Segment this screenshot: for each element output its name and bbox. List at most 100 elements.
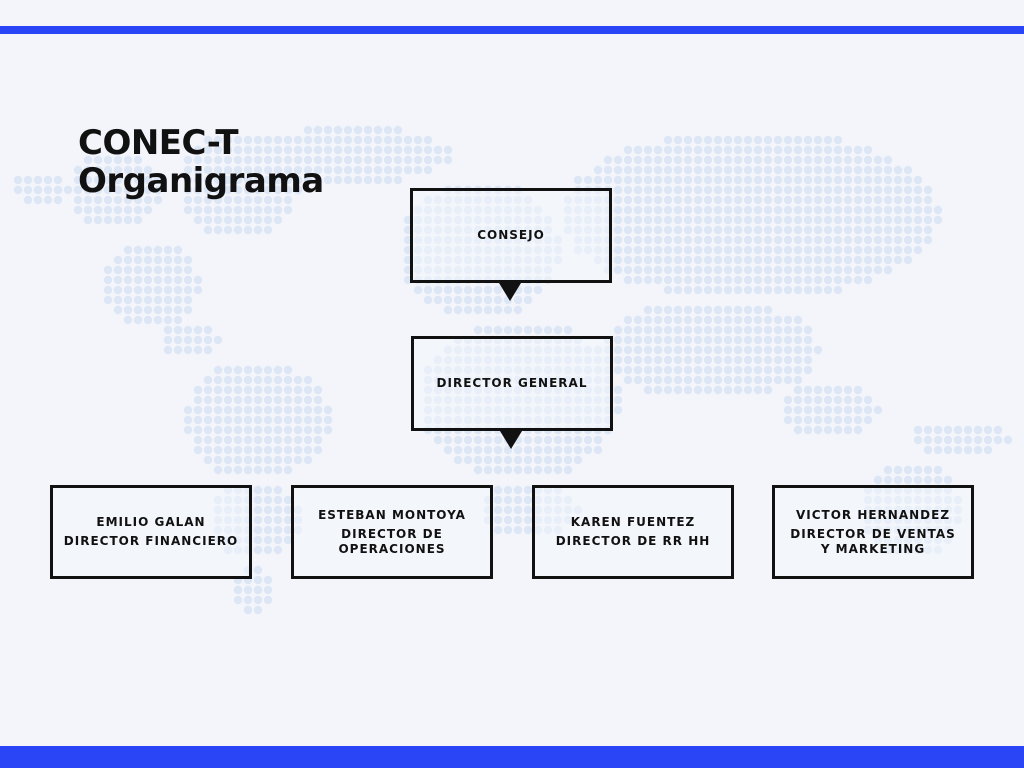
map-dot [243, 445, 253, 455]
map-dot [413, 165, 423, 175]
map-dot [233, 135, 243, 145]
map-dot [463, 295, 473, 305]
map-dot [833, 135, 843, 145]
map-dot [233, 185, 243, 195]
map-dot [843, 185, 853, 195]
map-dot [523, 485, 533, 495]
map-dot [353, 155, 363, 165]
map-dot [763, 185, 773, 195]
map-dot [643, 305, 653, 315]
map-dot [793, 285, 803, 295]
map-dot [113, 295, 123, 305]
map-dot [703, 225, 713, 235]
map-dot [83, 215, 93, 225]
map-dot [283, 495, 293, 505]
map-dot [723, 205, 733, 215]
page-title: CONEC-T Organigrama [78, 124, 324, 200]
map-dot [233, 175, 243, 185]
map-dot [813, 415, 823, 425]
map-dot [833, 265, 843, 275]
map-dot [293, 155, 303, 165]
map-dot [863, 205, 873, 215]
map-dot [363, 155, 373, 165]
map-dot [263, 165, 273, 175]
map-dot [293, 185, 303, 195]
map-dot [213, 365, 223, 375]
map-dot [233, 365, 243, 375]
map-dot [523, 525, 533, 535]
map-dot [583, 175, 593, 185]
map-dot [643, 235, 653, 245]
map-dot [923, 435, 933, 445]
map-dot [263, 365, 273, 375]
map-dot [863, 415, 873, 425]
map-dot [743, 355, 753, 365]
map-dot [123, 175, 133, 185]
map-dot [133, 295, 143, 305]
map-dot [503, 485, 513, 495]
map-dot [703, 305, 713, 315]
map-dot [713, 385, 723, 395]
map-dot [313, 425, 323, 435]
map-dot [433, 145, 443, 155]
map-dot [783, 235, 793, 245]
map-dot [153, 195, 163, 205]
map-dot [713, 225, 723, 235]
map-dot [83, 155, 93, 165]
map-dot [683, 365, 693, 375]
map-dot [193, 145, 203, 155]
map-dot [663, 335, 673, 345]
map-dot [803, 255, 813, 265]
map-dot [853, 395, 863, 405]
map-dot [703, 215, 713, 225]
map-dot [363, 175, 373, 185]
map-dot [113, 185, 123, 195]
map-dot [513, 495, 523, 505]
map-dot [683, 215, 693, 225]
map-dot [833, 205, 843, 215]
map-dot [463, 445, 473, 455]
node-name: VICTOR HERNANDEZ [795, 507, 951, 522]
map-dot [873, 185, 883, 195]
map-dot [653, 205, 663, 215]
map-dot [163, 315, 173, 325]
map-dot [303, 435, 313, 445]
map-dot [93, 165, 103, 175]
map-dot [223, 375, 233, 385]
map-dot [163, 285, 173, 295]
map-dot [763, 325, 773, 335]
map-dot [83, 205, 93, 215]
map-dot [273, 545, 283, 555]
map-dot [703, 255, 713, 265]
map-dot [853, 175, 863, 185]
map-dot [133, 215, 143, 225]
map-dot [973, 435, 983, 445]
map-dot [203, 135, 213, 145]
map-dot [783, 245, 793, 255]
map-dot [623, 325, 633, 335]
map-dot [803, 395, 813, 405]
map-dot [673, 375, 683, 385]
map-dot [743, 305, 753, 315]
map-dot [353, 175, 363, 185]
map-dot [273, 375, 283, 385]
map-dot [623, 205, 633, 215]
map-dot [263, 465, 273, 475]
map-dot [213, 145, 223, 155]
map-dot [253, 145, 263, 155]
map-dot [673, 335, 683, 345]
map-dot [243, 155, 253, 165]
map-dot [233, 455, 243, 465]
map-dot [893, 175, 903, 185]
map-dot [883, 245, 893, 255]
map-dot [773, 195, 783, 205]
map-dot [673, 255, 683, 265]
map-dot [523, 325, 533, 335]
map-dot [903, 465, 913, 475]
map-dot [43, 175, 53, 185]
node-director-ventas: VICTOR HERNANDEZ DIRECTOR DE VENTAS Y MA… [772, 485, 974, 579]
map-dot [793, 315, 803, 325]
map-dot [883, 235, 893, 245]
map-dot [393, 155, 403, 165]
map-dot [953, 445, 963, 455]
